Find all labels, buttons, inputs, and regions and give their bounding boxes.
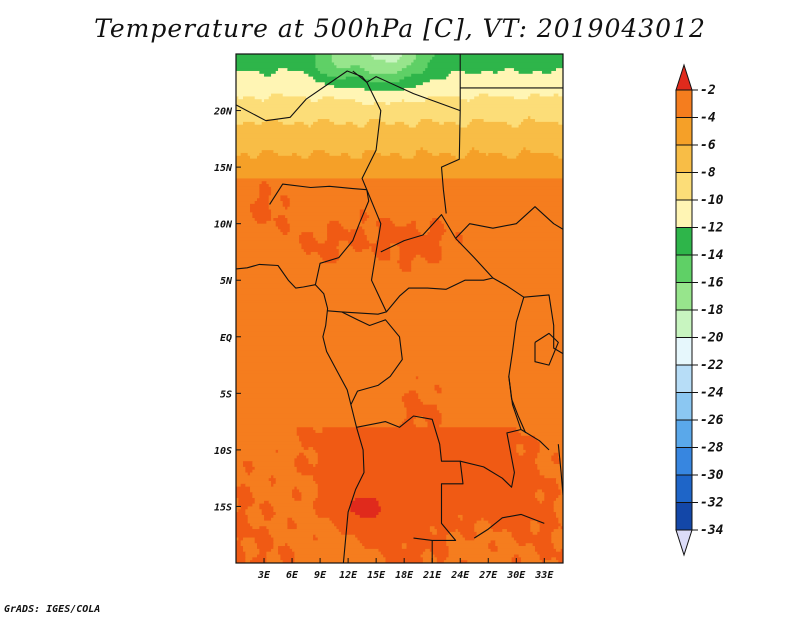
- temperature-field: [236, 54, 563, 563]
- y-tick-label: 15N: [214, 163, 233, 174]
- colorbar-box: [675, 254, 693, 283]
- coastlines-and-borders: [236, 54, 563, 563]
- colorbar-label: -20: [700, 331, 724, 346]
- colorbar-label: -18: [700, 303, 724, 318]
- niger-nigeria-border: [269, 183, 367, 205]
- colorbar-top-arrow: [675, 63, 693, 91]
- y-tick-label: 5S: [220, 389, 232, 400]
- sudan-south-sudan-border: [455, 206, 563, 239]
- x-tick-label: 3E: [257, 570, 271, 581]
- south-sudan-drc-border: [455, 238, 494, 279]
- colorbar-box: [675, 117, 693, 146]
- colorbar-box: [675, 172, 693, 201]
- zimbabwe-border: [473, 513, 545, 539]
- x-tick-label: 9E: [314, 570, 327, 581]
- grads-credit: GrADS: IGES/COLA: [4, 604, 101, 615]
- x-tick-label: 15E: [367, 570, 386, 581]
- colorbar-label: -4: [700, 111, 716, 126]
- y-tick-label: 10N: [214, 220, 233, 231]
- colorbar-label: -34: [700, 523, 724, 538]
- colorbar-box: [675, 419, 693, 448]
- colorbar-label: -24: [700, 386, 724, 401]
- y-tick-label: 15S: [214, 502, 232, 513]
- colorbar-label: -10: [700, 193, 724, 208]
- lake-chad-chad-western-border: [352, 70, 382, 190]
- colorbar-label: -30: [700, 468, 724, 483]
- colorbar-box: [675, 199, 693, 228]
- colorbar-bottom-arrow: [675, 529, 693, 557]
- colorbar-box: [675, 337, 693, 366]
- libya-niger-algeria-border: [236, 70, 461, 122]
- x-tick-label: 12E: [339, 570, 358, 581]
- colorbar-box: [675, 502, 693, 531]
- plot-frame: [235, 53, 564, 564]
- colorbar-box: [675, 392, 693, 421]
- drc-angola-border: [356, 415, 464, 541]
- colorbar-box: [675, 227, 693, 256]
- colorbar-box: [675, 364, 693, 393]
- colorbar-box: [675, 309, 693, 338]
- y-tick-label: 5N: [220, 276, 233, 287]
- uganda-kenya-border: [523, 294, 563, 355]
- x-tick-label: 30E: [506, 570, 526, 581]
- colorbar-box: [675, 144, 693, 173]
- drc-congo-border: [341, 311, 403, 405]
- zambia-drc-border: [460, 428, 522, 488]
- colorbar-label: -16: [700, 276, 724, 291]
- colorbar-box: [675, 282, 693, 311]
- y-tick-label: 10S: [214, 446, 232, 457]
- cameroon-car-border: [327, 189, 387, 315]
- axes: 3E 6E 9E 12E 15E 18E 21E 24E 27E 30E 33E 20N 15N 10N 5…: [213, 107, 554, 581]
- colorbar-label: -12: [700, 221, 724, 236]
- x-tick-label: 27E: [478, 570, 498, 581]
- x-tick-label: 18E: [395, 570, 414, 581]
- chart-title: Temperature at 500hPa [C], VT: 201904301…: [94, 14, 706, 43]
- x-tick-label: 24E: [450, 570, 470, 581]
- colorbar-label: -22: [700, 358, 724, 373]
- x-tick-label: 6E: [286, 570, 299, 581]
- colorbar-label: -8: [700, 166, 716, 181]
- x-tick-label: 33E: [534, 570, 554, 581]
- nigeria-cameroon-border: [314, 189, 370, 285]
- colorbar-labels: -2 -4 -6 -8 -10 -12 -14 -16 -18 -20 -22 -24 -26 -28 -3…: [692, 83, 724, 538]
- chad-car-border: [380, 214, 457, 253]
- colorbar-label: -6: [700, 138, 716, 153]
- x-tick-label: 21E: [422, 570, 442, 581]
- y-tick-label: EQ: [220, 333, 232, 344]
- colorbar-label: -32: [700, 496, 724, 511]
- colorbar-label: -2: [700, 83, 716, 98]
- colorbar-box: [675, 474, 693, 503]
- colorbar: [675, 63, 693, 557]
- colorbar-label: -26: [700, 413, 724, 428]
- west-africa-coastline: [236, 263, 365, 563]
- car-drc-border: [385, 277, 525, 313]
- colorbar-label: -14: [700, 248, 724, 263]
- lake-malawi: [557, 444, 563, 496]
- colorbar-box: [675, 89, 693, 118]
- lake-victoria: [534, 332, 559, 366]
- lake-tanganyika: [508, 376, 527, 434]
- colorbar-label: -28: [700, 441, 724, 456]
- y-tick-label: 20N: [213, 107, 233, 118]
- colorbar-box: [675, 447, 693, 476]
